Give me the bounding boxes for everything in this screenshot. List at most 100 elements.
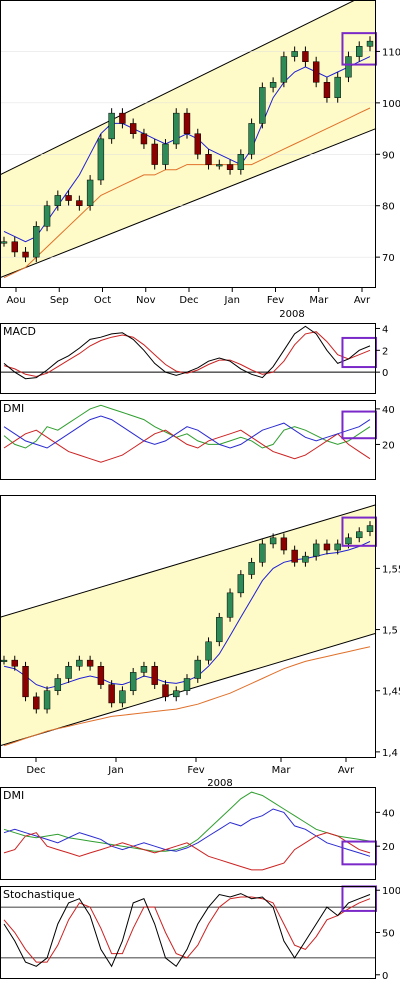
price-2-candle-body <box>140 666 148 673</box>
price-1-candle-body <box>366 40 374 47</box>
price-2-candle-body <box>205 641 212 661</box>
price-1-y-tick-label: 80 <box>382 202 395 213</box>
price-2-candle-body <box>162 684 169 698</box>
dmi-minus-line <box>3 429 371 463</box>
price-1-candle-body <box>226 164 234 170</box>
stoch-y-tick-label: 0 <box>382 971 388 979</box>
price-2-x-tick-label: Jan <box>107 765 123 776</box>
macd-frame <box>0 323 376 394</box>
price-2-candle-body <box>151 666 158 685</box>
price-2-candle-body <box>129 672 137 691</box>
price-2-candle-body <box>226 592 234 618</box>
price-1-candle-body <box>345 56 352 78</box>
stoch-k-line <box>3 893 371 968</box>
dmi-2-panel-label: DMI <box>3 789 24 802</box>
dmi-1-frame <box>0 400 376 480</box>
price-1-candle-body <box>65 195 72 201</box>
price-2-candle-body <box>280 537 288 551</box>
trend-channel <box>0 504 376 746</box>
price-2-candle-body <box>248 562 255 575</box>
price-2-y-tick-label: 1,55 <box>382 564 400 575</box>
stoch-y-tick-label: 100 <box>382 886 400 897</box>
price-1-x-tick-label: Nov <box>136 295 156 306</box>
price-2-candle-body <box>216 617 223 643</box>
dmi-2-y-tick-label: 40 <box>382 808 395 819</box>
price-2-y-tick-label: 1,45 <box>382 687 400 698</box>
stoch-y-tick-label: 50 <box>382 929 395 940</box>
macd-y-tick-label: 0 <box>382 368 388 379</box>
price-2-x-tick-label: Avr <box>338 765 355 776</box>
price-2-candle-body <box>345 537 352 545</box>
price-1-candle-body <box>54 195 62 206</box>
channel-upper-line <box>0 504 377 618</box>
price-1-y-tick-label: 110 <box>382 47 400 58</box>
price-1-candle-body <box>86 179 94 206</box>
price-2-candle-body <box>237 574 245 594</box>
price-2-candle-body <box>22 666 29 698</box>
dmi-1-y-tick-label: 20 <box>382 440 395 451</box>
macd-line <box>3 325 371 380</box>
macd-y-tick-label: 4 <box>382 324 388 335</box>
adx-line <box>3 415 371 449</box>
price-1-candle-body <box>108 112 115 140</box>
price-1-candle-body <box>259 87 266 124</box>
price-2-candle-body <box>366 525 374 532</box>
price-1-candle-body <box>43 205 51 227</box>
price-2-candle-body <box>259 543 266 563</box>
stoch-panel-label: Stochastique <box>3 888 75 901</box>
price-1-candle-body <box>312 61 320 83</box>
dmi-2-adx-line <box>3 808 371 857</box>
dmi-2-frame <box>0 787 376 880</box>
price-1-x-tick-label: Aou <box>6 295 25 306</box>
dmi-2-plus-line <box>3 791 371 852</box>
price-2-candle-body <box>0 659 8 662</box>
price-1-candle-body <box>280 56 288 83</box>
price-1-candle-body <box>11 241 18 253</box>
price-2-candle-body <box>76 659 83 667</box>
price-1-candle-body <box>151 143 158 165</box>
price-2-candle-body <box>97 666 105 685</box>
price-2-frame <box>0 495 376 758</box>
price-2-candle-body <box>54 678 62 691</box>
dmi-1-y-tick-label: 40 <box>382 405 395 416</box>
trend-channel <box>0 0 376 278</box>
price-2-candle-body <box>302 555 309 563</box>
price-1-candle-body <box>97 138 105 181</box>
price-1-year-label: 2008 <box>279 309 304 320</box>
price-1-candle-body <box>162 143 169 165</box>
price-1-candle-body <box>194 133 201 155</box>
macd-panel-label: MACD <box>3 325 36 338</box>
price-1-candle-body <box>119 112 126 124</box>
price-1-candle-body <box>323 82 331 98</box>
highlight-box-macd <box>341 336 377 369</box>
price-1-candle-body <box>173 112 180 145</box>
price-1-candle-body <box>291 51 298 57</box>
price-1-candle-body <box>183 112 191 134</box>
price-1-x-tick-label: Sep <box>50 295 69 306</box>
price-2-candle-body <box>334 543 341 551</box>
price-1-candle-body <box>0 241 8 244</box>
long-moving-average-line-2 <box>3 646 371 747</box>
dmi-plus-line <box>3 404 371 449</box>
price-1-candle-body <box>205 154 212 165</box>
stoch-d-line <box>3 896 371 963</box>
price-1-x-tick-label: Jan <box>224 295 240 306</box>
macd-y-tick-label: 2 <box>382 346 388 357</box>
price-1-candle-body <box>140 133 148 145</box>
dmi-1-panel-label: DMI <box>3 402 24 415</box>
price-1-x-tick-label: Mar <box>309 295 329 306</box>
price-1-x-tick-label: Oct <box>94 295 111 306</box>
price-2-candle-body <box>356 531 363 539</box>
price-2-candle-body <box>119 690 126 704</box>
price-2-candle-body <box>194 659 201 679</box>
price-2-x-tick-label: Mar <box>272 765 292 776</box>
price-1-candle-body <box>356 46 363 57</box>
channel-upper-line <box>0 0 357 176</box>
price-1-x-tick-label: Fev <box>267 295 284 306</box>
price-1-candle-body <box>334 76 341 98</box>
channel-lower-line <box>0 128 377 279</box>
price-2-candle-body <box>33 696 40 710</box>
price-2-candle-body <box>183 678 191 691</box>
